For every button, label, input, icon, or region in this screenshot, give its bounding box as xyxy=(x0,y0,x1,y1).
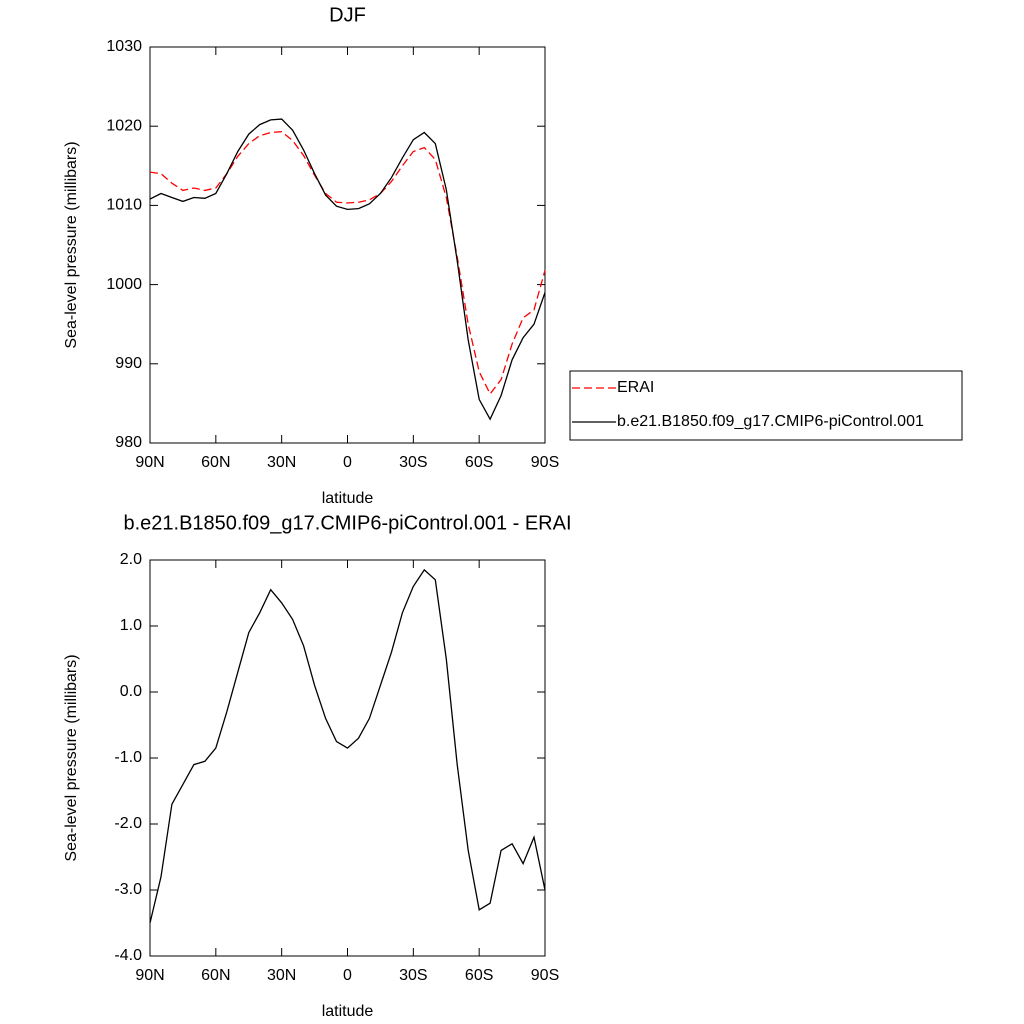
x-tick-label: 90N xyxy=(135,967,164,984)
plot-frame xyxy=(149,559,546,957)
y-tick-label: -3.0 xyxy=(114,881,142,898)
x-axis-label: latitude xyxy=(322,1003,374,1020)
x-tick-label: 30S xyxy=(399,454,427,471)
y-tick-label: 980 xyxy=(115,434,142,451)
x-tick-label: 30N xyxy=(267,454,296,471)
x-axis-label: latitude xyxy=(322,490,374,507)
x-tick-label: 90S xyxy=(531,967,559,984)
legend-box xyxy=(569,370,963,441)
y-tick-label: -1.0 xyxy=(114,749,142,766)
data-line xyxy=(149,118,546,421)
x-tick-label: 60S xyxy=(465,967,493,984)
y-tick-label: 2.0 xyxy=(120,551,142,568)
legend-label: b.e21.B1850.f09_g17.CMIP6-piControl.001 xyxy=(617,413,924,430)
x-tick-label: 0 xyxy=(343,454,352,471)
plot-frame xyxy=(149,46,546,444)
x-tick-label: 60S xyxy=(465,454,493,471)
x-tick-label: 60N xyxy=(201,454,230,471)
y-tick-label: -2.0 xyxy=(114,815,142,832)
x-tick-label: 60N xyxy=(201,967,230,984)
y-tick-label: -4.0 xyxy=(114,947,142,964)
chart-title: DJF xyxy=(329,4,366,26)
x-tick-label: 30S xyxy=(399,967,427,984)
y-tick-label: 990 xyxy=(115,355,142,372)
y-tick-label: 1020 xyxy=(106,117,142,134)
data-line xyxy=(149,568,546,924)
y-tick-label: 1030 xyxy=(106,38,142,55)
data-line xyxy=(149,131,546,396)
x-tick-label: 30N xyxy=(267,967,296,984)
x-tick-label: 90N xyxy=(135,454,164,471)
x-tick-label: 90S xyxy=(531,454,559,471)
chart-title: b.e21.B1850.f09_g17.CMIP6-piControl.001 … xyxy=(123,512,571,534)
y-axis-label: Sea-level pressure (millibars) xyxy=(63,654,80,861)
x-tick-label: 0 xyxy=(343,967,352,984)
y-axis-label: Sea-level pressure (millibars) xyxy=(63,141,80,348)
y-tick-label: 1010 xyxy=(106,197,142,214)
y-tick-label: 1.0 xyxy=(120,617,142,634)
y-tick-label: 0.0 xyxy=(120,683,142,700)
legend-label: ERAI xyxy=(617,379,654,396)
y-tick-label: 1000 xyxy=(106,276,142,293)
